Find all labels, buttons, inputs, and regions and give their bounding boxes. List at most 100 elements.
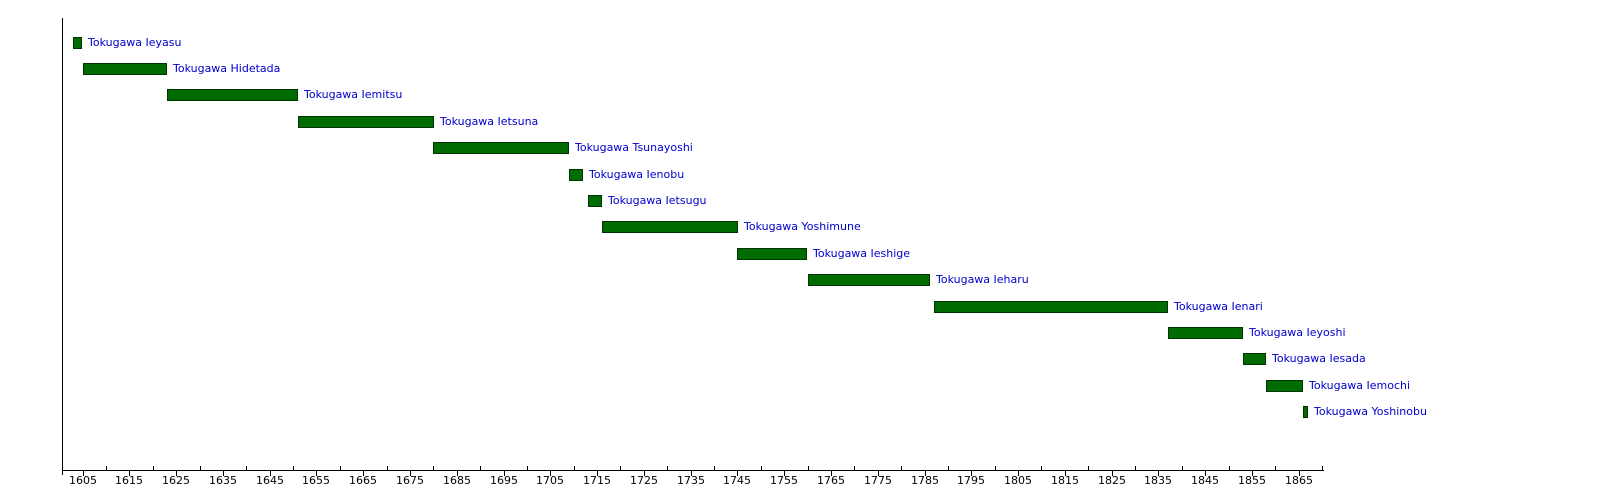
x-tick-major <box>223 471 224 476</box>
x-tick-major <box>1158 471 1159 476</box>
x-tick-label: 1685 <box>443 474 471 487</box>
x-tick-label: 1825 <box>1098 474 1126 487</box>
x-tick-minor <box>1135 466 1136 470</box>
reign-label[interactable]: Tokugawa Iemitsu <box>304 88 403 101</box>
reign-label[interactable]: Tokugawa Yoshinobu <box>1314 405 1427 418</box>
x-tick-minor <box>1041 466 1042 470</box>
x-tick-major <box>737 471 738 476</box>
x-tick-label: 1625 <box>162 474 190 487</box>
x-tick-label: 1705 <box>536 474 564 487</box>
x-tick-major <box>410 471 411 476</box>
x-tick-minor <box>106 466 107 470</box>
reign-bar <box>433 142 569 154</box>
reign-label[interactable]: Tokugawa Ieyasu <box>88 36 182 49</box>
x-tick-minor <box>995 466 996 470</box>
reign-label[interactable]: Tokugawa Ieshige <box>813 247 911 260</box>
x-tick-label: 1615 <box>115 474 143 487</box>
reign-bar <box>602 221 738 233</box>
x-tick-minor <box>1088 466 1089 470</box>
x-tick-label: 1735 <box>677 474 705 487</box>
reign-label[interactable]: Tokugawa Ienobu <box>589 168 685 181</box>
x-tick-label: 1665 <box>349 474 377 487</box>
x-tick-major <box>691 471 692 476</box>
reign-bar <box>808 274 930 286</box>
x-tick-label: 1785 <box>911 474 939 487</box>
x-tick-label: 1675 <box>396 474 424 487</box>
reign-bar <box>298 116 434 128</box>
x-tick-major <box>457 471 458 476</box>
x-tick-minor <box>620 466 621 470</box>
reign-bar <box>588 195 602 207</box>
reign-bar <box>737 248 807 260</box>
x-tick-minor <box>293 466 294 470</box>
reign-bar <box>1243 353 1266 365</box>
x-tick-major <box>784 471 785 476</box>
x-tick-label: 1795 <box>957 474 985 487</box>
x-tick-major <box>925 471 926 476</box>
reign-label[interactable]: Tokugawa Ietsugu <box>608 194 707 207</box>
reign-bar <box>73 37 82 49</box>
x-tick-label: 1655 <box>302 474 330 487</box>
reign-label[interactable]: Tokugawa Ienari <box>1174 300 1263 313</box>
y-axis-line <box>62 18 63 475</box>
x-tick-minor <box>1229 466 1230 470</box>
x-tick-major <box>597 471 598 476</box>
x-tick-minor <box>527 466 528 470</box>
x-tick-label: 1745 <box>723 474 751 487</box>
x-tick-label: 1805 <box>1004 474 1032 487</box>
x-tick-major <box>878 471 879 476</box>
x-axis-line <box>62 470 1324 471</box>
x-tick-minor <box>480 466 481 470</box>
reign-label[interactable]: Tokugawa Yoshimune <box>744 220 861 233</box>
reign-label[interactable]: Tokugawa Ietsuna <box>440 115 539 128</box>
x-tick-major <box>129 471 130 476</box>
x-tick-major <box>1205 471 1206 476</box>
x-tick-label: 1755 <box>770 474 798 487</box>
x-tick-minor <box>387 466 388 470</box>
reign-label[interactable]: Tokugawa Ieharu <box>936 273 1029 286</box>
x-tick-major <box>316 471 317 476</box>
x-tick-major <box>176 471 177 476</box>
x-tick-minor <box>808 466 809 470</box>
reign-label[interactable]: Tokugawa Ieyoshi <box>1249 326 1346 339</box>
x-tick-label: 1645 <box>256 474 284 487</box>
x-tick-label: 1715 <box>583 474 611 487</box>
x-tick-minor <box>901 466 902 470</box>
x-tick-major <box>971 471 972 476</box>
x-tick-major <box>644 471 645 476</box>
x-tick-major <box>1299 471 1300 476</box>
x-tick-minor <box>433 466 434 470</box>
x-tick-label: 1835 <box>1144 474 1172 487</box>
x-tick-minor <box>1275 466 1276 470</box>
x-tick-minor <box>1322 466 1323 470</box>
x-tick-major <box>270 471 271 476</box>
x-tick-minor <box>200 466 201 470</box>
x-tick-label: 1605 <box>69 474 97 487</box>
reign-bar <box>167 89 298 101</box>
x-tick-major <box>1252 471 1253 476</box>
x-tick-label: 1635 <box>209 474 237 487</box>
x-tick-minor <box>948 466 949 470</box>
x-tick-label: 1845 <box>1191 474 1219 487</box>
reign-label[interactable]: Tokugawa Hidetada <box>173 62 281 75</box>
x-tick-label: 1725 <box>630 474 658 487</box>
x-tick-major <box>831 471 832 476</box>
x-tick-major <box>504 471 505 476</box>
reign-bar <box>83 63 167 75</box>
reign-bar <box>1303 406 1308 418</box>
x-tick-major <box>1018 471 1019 476</box>
x-tick-major <box>550 471 551 476</box>
x-tick-minor <box>340 466 341 470</box>
reign-bar <box>569 169 583 181</box>
x-tick-label: 1865 <box>1285 474 1313 487</box>
x-tick-minor <box>761 466 762 470</box>
x-tick-major <box>363 471 364 476</box>
x-tick-major <box>1112 471 1113 476</box>
x-tick-label: 1695 <box>490 474 518 487</box>
reign-bar <box>1266 380 1303 392</box>
reign-label[interactable]: Tokugawa Iesada <box>1272 352 1366 365</box>
x-tick-label: 1855 <box>1238 474 1266 487</box>
reign-label[interactable]: Tokugawa Iemochi <box>1309 379 1411 392</box>
reign-label[interactable]: Tokugawa Tsunayoshi <box>575 141 693 154</box>
